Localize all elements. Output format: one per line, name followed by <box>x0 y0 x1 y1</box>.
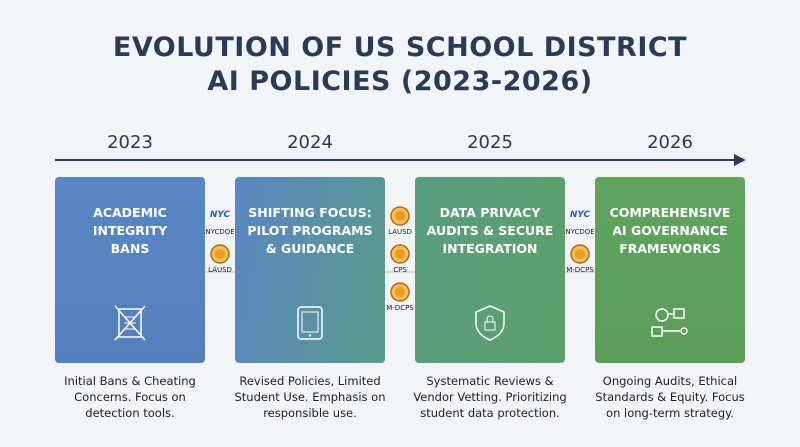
description-line: Student Use. Emphasis on <box>234 390 386 404</box>
card-title-line: ACADEMIC <box>93 205 167 220</box>
title-line: EVOLUTION OF US SCHOOL DISTRICT <box>112 32 688 63</box>
description-line: student data protection. <box>420 406 560 420</box>
card-icon <box>297 306 323 340</box>
district-label: NYCDOE <box>205 228 235 236</box>
description-line: Ongoing Audits, Ethical <box>602 374 738 388</box>
description-line: Vendor Vetting. Prioritizing <box>413 390 567 404</box>
description-line: Standards & Equity. Focus <box>595 390 745 404</box>
description-line: Revised Policies, Limited <box>239 374 381 388</box>
card-title-line: & GUIDANCE <box>265 241 355 256</box>
description-line: Initial Bans & Cheating <box>64 374 196 388</box>
card-title-line: AUDITS & SECURE <box>426 223 554 238</box>
card-title-line: PILOT PROGRAMS <box>247 223 373 238</box>
stage-card <box>595 177 745 363</box>
title-line: AI POLICIES (2023-2026) <box>207 66 593 97</box>
district-seal <box>570 244 590 264</box>
district-label: CPS <box>393 266 407 274</box>
district-label: M-DCPS <box>566 266 594 274</box>
description-line: responsible use. <box>263 406 357 420</box>
year-label: 2024 <box>287 132 333 153</box>
district-seal <box>390 244 410 264</box>
district-logo: NYC <box>569 210 591 220</box>
card-title-line: INTEGRITY <box>92 223 168 238</box>
district-seal <box>390 206 410 226</box>
card-icon <box>475 305 505 341</box>
description-line: Concerns. Focus on <box>74 390 186 404</box>
card-title-line: INTEGRATION <box>442 241 538 256</box>
card-title-line: FRAMEWORKS <box>619 241 721 256</box>
year-label: 2025 <box>467 132 513 153</box>
card-title-line: AI GOVERNANCE <box>612 223 728 238</box>
stage-card <box>415 177 565 363</box>
district-seal <box>210 244 230 264</box>
card-title-line: COMPREHENSIVE <box>609 205 731 220</box>
district-label: M-DCPS <box>386 304 414 312</box>
card-icon <box>651 308 688 337</box>
year-label: 2026 <box>647 132 693 153</box>
year-label: 2023 <box>107 132 153 153</box>
stage-card <box>55 177 205 363</box>
district-label: LAUSD <box>388 228 412 236</box>
district-logo: NYC <box>209 210 231 220</box>
district-seal <box>390 282 410 302</box>
card-title-line: SHIFTING FOCUS: <box>248 205 372 220</box>
card-title-line: DATA PRIVACY <box>439 205 541 220</box>
card-title-line: BANS <box>110 241 150 256</box>
card-icon <box>114 305 146 341</box>
description-line: Systematic Reviews & <box>426 374 554 388</box>
district-label: NYCDOE <box>565 228 595 236</box>
description-line: detection tools. <box>85 406 175 420</box>
district-label: LAUSD <box>208 266 232 274</box>
description-line: on long-term strategy. <box>606 406 734 420</box>
